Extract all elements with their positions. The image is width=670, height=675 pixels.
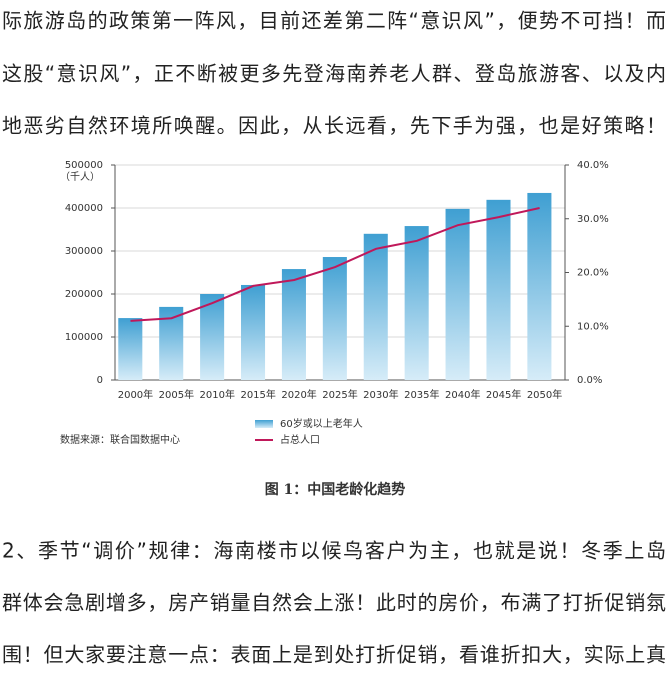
y-tick-label: 400000 — [65, 203, 103, 214]
y2-tick-label: 0.0% — [577, 375, 602, 386]
y2-tick-label: 20.0% — [577, 268, 609, 279]
figure-caption: 图 1：中国老龄化趋势 — [265, 481, 406, 498]
legend-swatch — [255, 420, 273, 428]
y-tick-label: 200000 — [65, 289, 103, 300]
bar — [486, 199, 511, 380]
bar — [363, 233, 388, 380]
text-line: 这股“意识风”，正不断被更多先登海南养老人群、登岛旅游客、以及内 — [2, 62, 666, 86]
x-tick-label: 2005年 — [159, 388, 194, 401]
bar — [527, 192, 552, 380]
source-note: 数据来源：联合国数据中心 — [60, 433, 180, 446]
y2-tick-label: 40.0% — [577, 160, 609, 171]
x-tick-label: 2040年 — [445, 388, 480, 401]
x-tick-label: 2000年 — [118, 388, 153, 401]
x-tick-label: 2025年 — [322, 388, 357, 401]
bar — [404, 226, 429, 380]
line-series — [130, 207, 540, 322]
legend-label: 60岁或以上老年人 — [280, 417, 363, 430]
text-line: 际旅游岛的政策第一阵风，目前还差第二阵“意识风”，便势不可挡！而 — [2, 9, 666, 33]
bar — [118, 318, 143, 380]
text-line: 地恶劣自然环境所唤醒。因此，从长远看，先下手为强，也是好策略！ — [2, 114, 666, 138]
y-tick-label: 300000 — [65, 246, 103, 257]
y2-tick-label: 30.0% — [577, 214, 609, 225]
x-tick-label: 2045年 — [486, 388, 521, 401]
legend-label: 占总人口 — [280, 433, 320, 446]
y-tick-label: 500000 — [65, 160, 103, 171]
bar — [322, 257, 347, 380]
y-tick-label: 0 — [97, 375, 103, 386]
text-line: 群体会急剧增多，房产销量自然会上涨！此时的房价，布满了打折促销氛 — [2, 591, 666, 615]
y-tick-label: 100000 — [65, 332, 103, 343]
x-tick-label: 2035年 — [404, 388, 439, 401]
bar — [241, 284, 266, 380]
x-tick-label: 2030年 — [363, 388, 398, 401]
bar — [200, 294, 225, 380]
x-tick-label: 2010年 — [200, 388, 235, 401]
x-tick-label: 2050年 — [527, 388, 562, 401]
text-line: 2、季节“调价”规律：海南楼市以候鸟客户为主，也就是说！冬季上岛 — [2, 539, 666, 563]
x-tick-label: 2015年 — [240, 388, 275, 401]
bar — [445, 208, 470, 380]
bar — [281, 269, 306, 380]
text-line: 围！但大家要注意一点：表面上是到处打折促销，看谁折扣大，实际上真 — [2, 643, 666, 667]
x-tick-label: 2020年 — [281, 388, 316, 401]
y-unit: （千人） — [60, 171, 100, 183]
y2-tick-label: 10.0% — [577, 321, 609, 332]
